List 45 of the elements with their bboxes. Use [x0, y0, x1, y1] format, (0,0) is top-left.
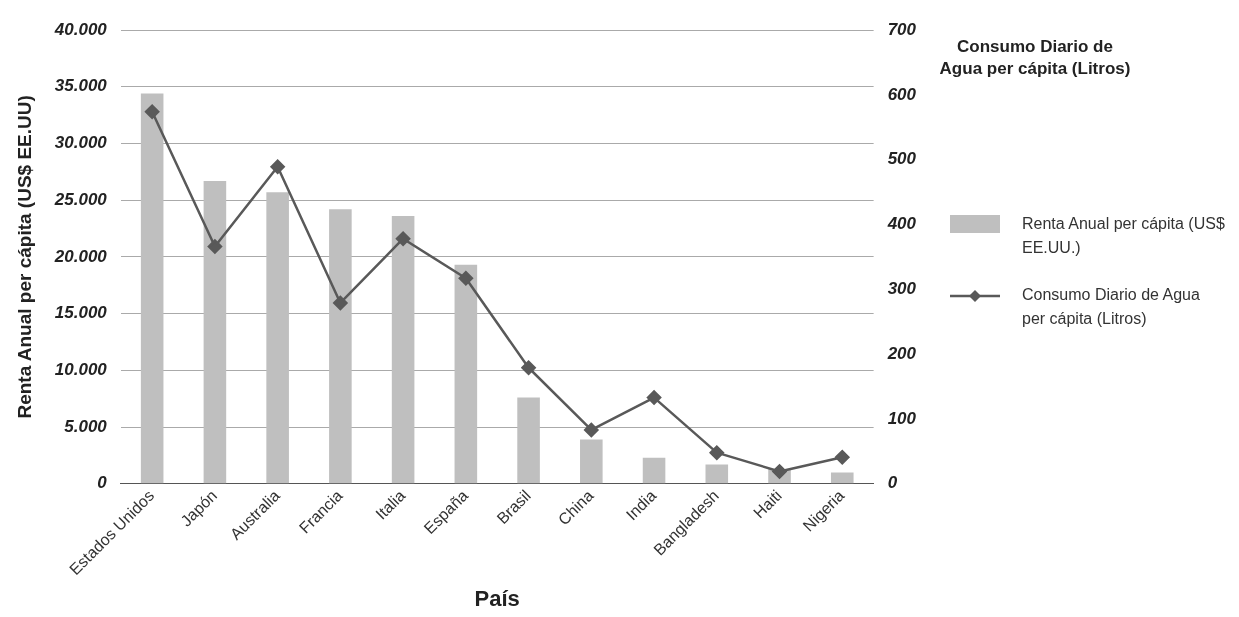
point — [709, 445, 725, 460]
y-tick-label: 5.000 — [64, 416, 108, 436]
bar — [642, 457, 666, 484]
bar — [705, 464, 729, 484]
bar — [266, 192, 289, 484]
y2-axis-title: Consumo Diario de Agua per cápita (Litros) — [938, 36, 1132, 80]
y-tick-label: 35.000 — [54, 76, 108, 96]
bar — [140, 93, 164, 484]
point — [270, 159, 285, 175]
y2-tick-label: 400 — [886, 214, 917, 234]
y2-tick-label: 500 — [887, 149, 917, 169]
y-tick-label: 30.000 — [54, 133, 108, 153]
y-axis-title: Renta Anual per cápita (US$ EE.UU) — [13, 95, 35, 419]
y-tick-label: 0 — [97, 473, 108, 493]
bar — [454, 264, 478, 484]
bar — [517, 397, 540, 484]
legend-label: Renta Anual per cápita (US$ EE.UU.) — [1022, 214, 1225, 258]
bar — [391, 216, 415, 484]
x-axis-title: País — [474, 585, 520, 611]
y-tick-label: 10.000 — [54, 360, 108, 380]
point — [646, 390, 662, 405]
y2-tick-label: 0 — [887, 473, 898, 493]
y2-tick-label: 600 — [887, 84, 917, 104]
point — [395, 231, 411, 246]
bar — [203, 180, 227, 484]
y-tick-label: 20.000 — [53, 246, 108, 266]
bar — [830, 472, 854, 484]
point — [772, 464, 787, 479]
legend-label: Consumo Diario de Agua per cápita (Litros) — [1022, 285, 1201, 329]
bar — [329, 209, 352, 484]
y2-tick-label: 700 — [887, 19, 917, 39]
y-tick-label: 15.000 — [54, 303, 108, 323]
y-tick-label: 25.000 — [53, 189, 108, 209]
point — [521, 360, 536, 375]
point — [333, 295, 348, 311]
point — [584, 422, 599, 438]
y2-tick-label: 100 — [887, 408, 917, 428]
y-tick-label: 40.000 — [53, 19, 108, 39]
bar — [580, 439, 603, 484]
y2-tick-label: 200 — [886, 343, 917, 363]
point — [207, 239, 223, 254]
point — [458, 271, 474, 286]
point — [835, 449, 850, 465]
y2-tick-label: 300 — [887, 278, 917, 298]
point — [144, 104, 160, 119]
